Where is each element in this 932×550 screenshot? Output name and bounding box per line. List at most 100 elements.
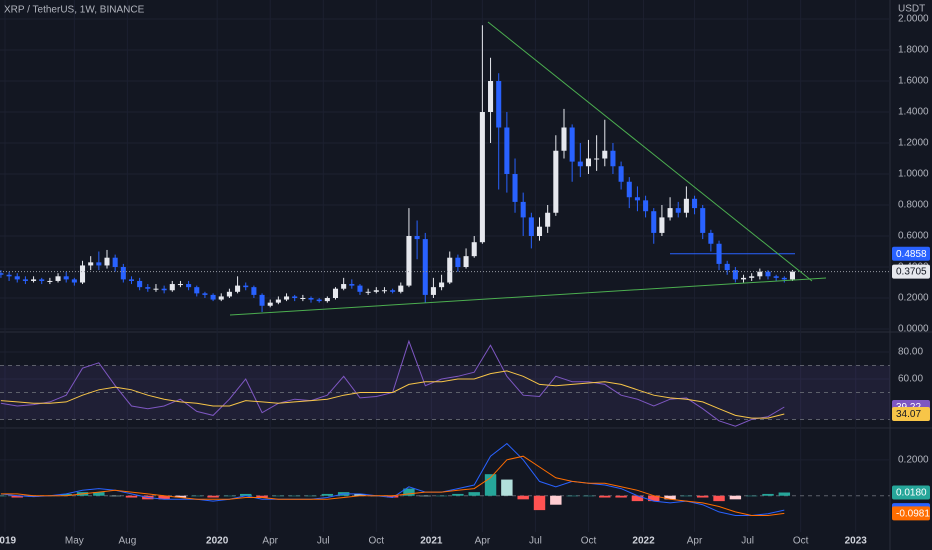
labels: 2019 May Aug 2020 Apr Jul Oct 2021 Apr Jul Oct 2022…: [0, 14, 930, 547]
x-tick-label: Oct: [793, 536, 809, 547]
price-label-box: [892, 406, 930, 421]
candle-body: [455, 257, 461, 268]
histogram-bar: [729, 495, 742, 500]
x-tick-label: May: [65, 536, 84, 547]
candle-body: [381, 290, 387, 292]
candle-body: [561, 127, 567, 151]
grid: [0, 0, 890, 532]
candle-body: [463, 256, 469, 268]
candle-body: [137, 280, 143, 288]
x-tick-label: Jul: [741, 536, 754, 547]
candle-body: [259, 294, 265, 306]
histogram-bar: [11, 495, 23, 498]
candle-body: [0, 273, 4, 275]
x-tick-label: Apr: [475, 536, 491, 547]
histogram-bar: [452, 493, 464, 496]
candle-body: [659, 217, 665, 233]
candle-body: [218, 296, 224, 300]
candle-body: [789, 271, 796, 280]
x-tick-label: 2023: [845, 536, 868, 547]
candle-body: [602, 150, 608, 159]
x-tick-label: 2021: [420, 536, 443, 547]
x-tick-label: 2020: [206, 536, 229, 547]
histogram-bar: [0, 495, 7, 497]
histogram-bar: [125, 495, 138, 498]
candle-body: [47, 280, 53, 282]
candle-body: [618, 166, 624, 182]
candle-body: [186, 284, 192, 288]
x-tick-label: Aug: [119, 536, 137, 547]
price-label: -0.0981: [896, 508, 930, 519]
candle-body: [708, 232, 714, 244]
histogram-bar: [191, 495, 203, 497]
candle-body: [145, 287, 151, 289]
rsi-band: [0, 365, 890, 420]
candle-body: [324, 298, 330, 302]
y-tick-label: 1.2000: [898, 138, 929, 149]
x-tick-label: Oct: [581, 536, 597, 547]
candle-body: [194, 287, 200, 294]
price-label: 0.0180: [896, 488, 927, 499]
candle-body: [357, 285, 363, 292]
candle-body: [757, 271, 763, 277]
candle-body: [104, 257, 110, 266]
histogram-bar: [484, 474, 497, 496]
y-tick-label: 0.2000: [898, 454, 929, 465]
candle-body: [292, 296, 298, 299]
candle-body: [585, 158, 592, 167]
candle-body: [39, 279, 45, 281]
y-tick-label: 2.0000: [898, 14, 929, 25]
histogram-bar: [615, 495, 627, 498]
x-tick-label: Jul: [317, 536, 330, 547]
chart-title: XRP / TetherUS, 1W, BINANCE: [4, 5, 145, 16]
y-tick-label: 80.00: [898, 347, 923, 358]
histogram-bar: [680, 495, 693, 497]
candle-body: [341, 284, 347, 289]
candle-body: [153, 288, 159, 290]
candle-body: [6, 274, 12, 277]
candle-body: [267, 302, 273, 306]
candle-body: [504, 127, 510, 175]
price-label: 0.3705: [896, 267, 927, 278]
candle-body: [765, 271, 771, 277]
candle-body: [651, 211, 657, 233]
histogram-bar: [288, 495, 301, 497]
candle-body: [430, 287, 436, 295]
histogram-bar: [109, 495, 121, 497]
candle-body: [520, 201, 526, 218]
candle-body: [740, 277, 747, 280]
x-tick-label: Jul: [529, 536, 542, 547]
price-label: 0.4858: [896, 249, 927, 260]
x-tick-label: Apr: [262, 536, 278, 547]
candle-body: [31, 279, 37, 281]
histogram-bar: [354, 493, 366, 496]
y-tick-label: 1.6000: [898, 76, 929, 87]
histogram-bar: [533, 495, 546, 511]
histogram-bar: [713, 495, 725, 502]
histogram-bar: [386, 495, 399, 498]
candle-body: [177, 284, 183, 286]
candle-body: [398, 285, 404, 292]
histogram-bar: [501, 479, 513, 496]
candle-body: [112, 257, 118, 268]
y-tick-label: 0.8000: [898, 200, 929, 211]
price-label-box: [892, 246, 930, 261]
candle-body: [79, 265, 86, 283]
trendline: [487, 21, 813, 282]
candle-body: [626, 181, 632, 198]
candle-body: [414, 236, 420, 240]
y-tick-label: 1.0000: [898, 169, 929, 180]
histogram-bar: [223, 495, 236, 497]
histogram-bar: [240, 493, 252, 496]
candle-body: [22, 279, 28, 281]
candle-body: [749, 276, 755, 278]
trendline: [229, 277, 827, 316]
candle-body: [488, 81, 494, 113]
candle-body: [390, 290, 396, 292]
histogram-bar: [550, 495, 562, 505]
candle-body: [781, 277, 787, 280]
candle-body: [545, 212, 551, 227]
y-tick-label: 0.2000: [898, 293, 929, 304]
candle-body: [447, 257, 453, 283]
histogram-bar: [517, 495, 529, 500]
